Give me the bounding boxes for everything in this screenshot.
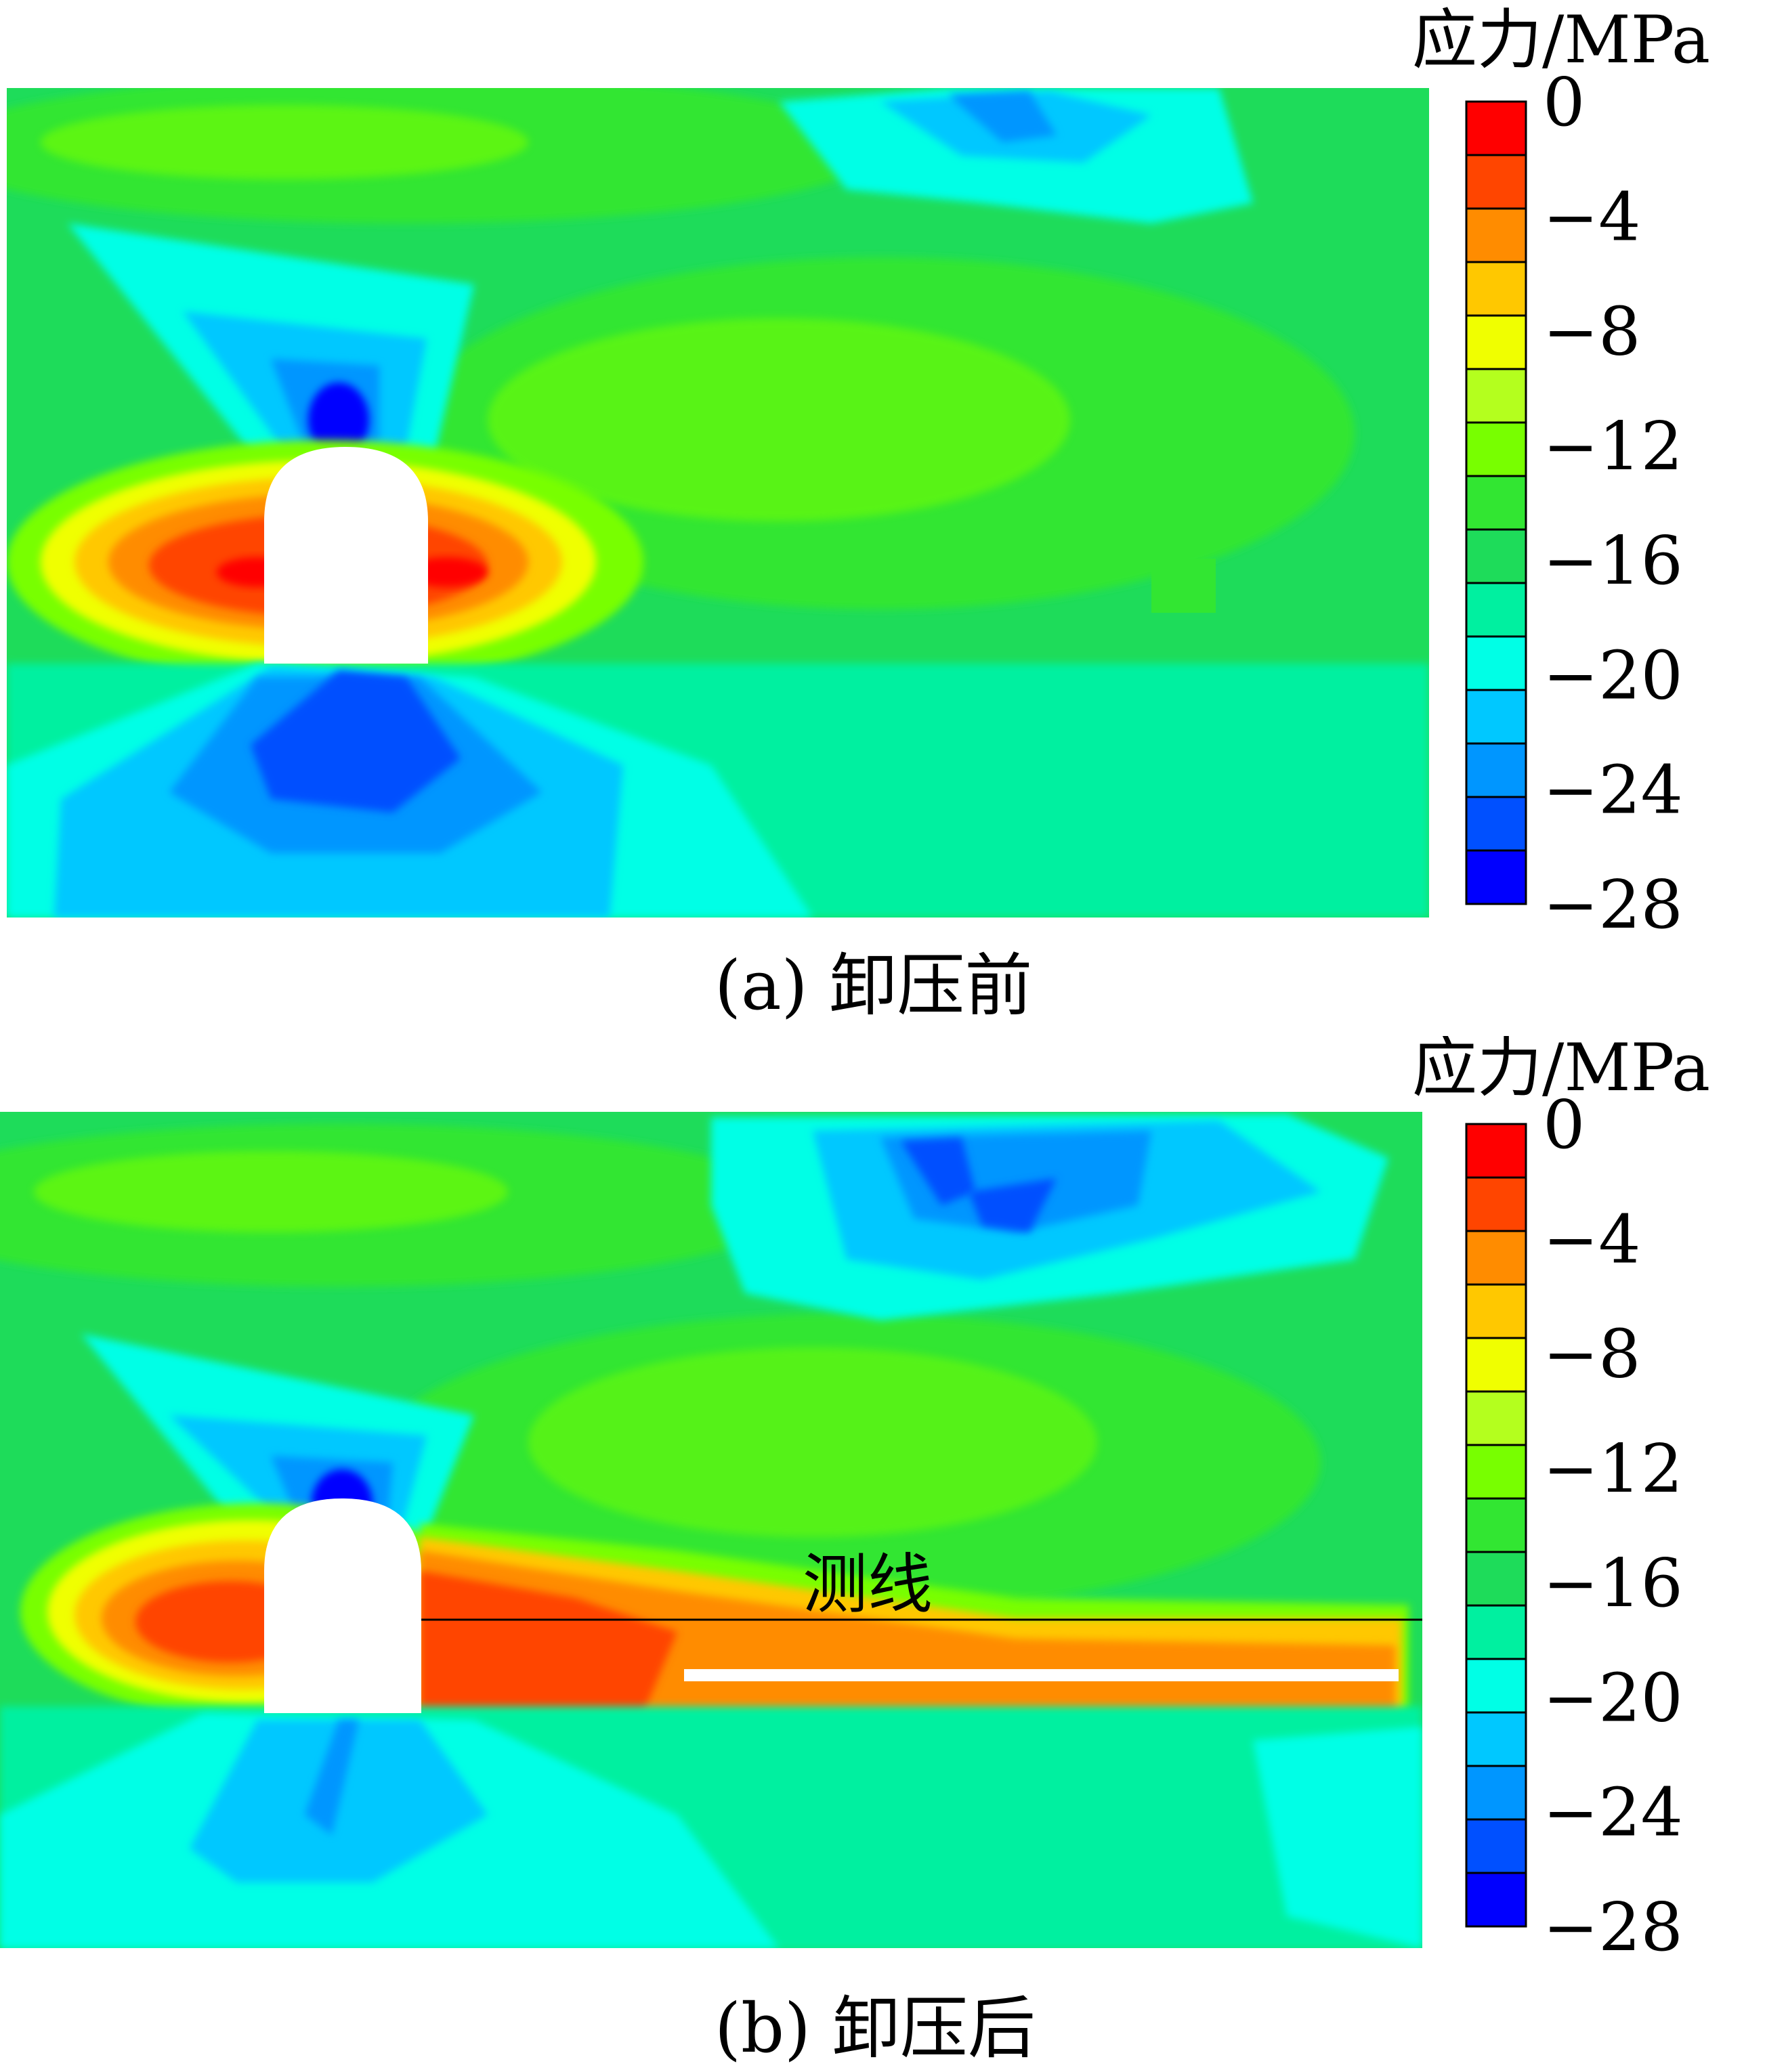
colorbar-swatch	[1465, 154, 1527, 210]
colorbar-swatch	[1465, 1390, 1527, 1446]
colorbar-swatch	[1465, 528, 1527, 584]
colorbar-swatch	[1465, 1658, 1527, 1714]
panel-a: 应力/MPa 0 −4 −8 −12 −16 −20 −24 −28 (a) 卸压前	[7, 2, 1710, 1025]
colorbar-swatch	[1465, 1872, 1527, 1928]
colorbar-tick-label: −12	[1543, 408, 1683, 485]
colorbar-swatch	[1465, 1444, 1527, 1500]
colorbar-tick-label: −28	[1543, 1889, 1683, 1966]
tunnel-opening-b	[264, 1498, 421, 1713]
colorbar-swatch	[1465, 1551, 1527, 1607]
colorbar-tick-label: −16	[1543, 1545, 1683, 1622]
colorbar-swatch	[1465, 1818, 1527, 1874]
colorbar-tick-label: −4	[1543, 179, 1640, 256]
stress-contour-field-a	[7, 88, 1429, 918]
panel-b-graphic: 测线 应力/MPa 0 −4 −8 −12 −16 −20 −24 −28 (b) 卸压后	[0, 1036, 1710, 2068]
colorbar-b	[1465, 1123, 1527, 1928]
colorbar-swatch	[1465, 314, 1527, 370]
colorbar-ticks-b: 0 −4 −8 −12 −16 −20 −24 −28	[1543, 1087, 1683, 1966]
colorbar-unit-label-a: 应力/MPa	[1412, 2, 1710, 78]
panel-a-graphic: 应力/MPa 0 −4 −8 −12 −16 −20 −24 −28 (a) 卸压前	[7, 2, 1710, 1025]
colorbar-tick-label: −28	[1543, 867, 1683, 944]
colorbar-swatch	[1465, 1283, 1527, 1339]
colorbar-swatch	[1465, 849, 1527, 905]
colorbar-swatch	[1465, 1176, 1527, 1232]
tunnel-opening-a	[264, 447, 428, 664]
colorbar-swatch	[1465, 1711, 1527, 1767]
colorbar-tick-label: −20	[1543, 637, 1683, 714]
colorbar-swatch	[1465, 475, 1527, 531]
panel-b: 测线 应力/MPa 0 −4 −8 −12 −16 −20 −24 −28 (b) 卸压后	[0, 1036, 1765, 2072]
colorbar-swatch	[1465, 582, 1527, 638]
colorbar-tick-label: 0	[1543, 64, 1585, 142]
colorbar-swatch	[1465, 261, 1527, 317]
stress-contour-field-b	[0, 1112, 1422, 1948]
colorbar-a	[1465, 100, 1527, 905]
colorbar-tick-label: −8	[1543, 1316, 1640, 1394]
colorbar-tick-label: −4	[1543, 1201, 1640, 1278]
colorbar-tick-label: 0	[1543, 1087, 1585, 1164]
colorbar-swatch	[1465, 1337, 1527, 1393]
relief-borehole	[684, 1669, 1399, 1681]
colorbar-tick-label: −24	[1543, 752, 1683, 829]
colorbar-swatch	[1465, 1230, 1527, 1286]
caption-a: (a) 卸压前	[715, 946, 1032, 1025]
colorbar-swatch	[1465, 1123, 1527, 1179]
colorbar-tick-label: −24	[1543, 1775, 1683, 1852]
colorbar-swatch	[1465, 796, 1527, 852]
colorbar-swatch	[1465, 100, 1527, 156]
colorbar-swatch	[1465, 1497, 1527, 1553]
colorbar-swatch	[1465, 368, 1527, 424]
colorbar-tick-label: −20	[1543, 1660, 1683, 1737]
caption-b: (b) 卸压后	[715, 1989, 1036, 2068]
colorbar-unit-label-b: 应力/MPa	[1412, 1036, 1710, 1106]
colorbar-swatch	[1465, 1604, 1527, 1660]
colorbar-tick-label: −16	[1543, 523, 1683, 600]
colorbar-swatch	[1465, 421, 1527, 477]
measuring-line-label: 测线	[803, 1547, 933, 1622]
colorbar-swatch	[1465, 1765, 1527, 1821]
colorbar-swatch	[1465, 207, 1527, 263]
colorbar-swatch	[1465, 689, 1527, 745]
colorbar-swatch	[1465, 742, 1527, 798]
colorbar-swatch	[1465, 635, 1527, 691]
colorbar-tick-label: −8	[1543, 294, 1640, 371]
colorbar-tick-label: −12	[1543, 1431, 1683, 1508]
colorbar-ticks-a: 0 −4 −8 −12 −16 −20 −24 −28	[1543, 64, 1683, 944]
